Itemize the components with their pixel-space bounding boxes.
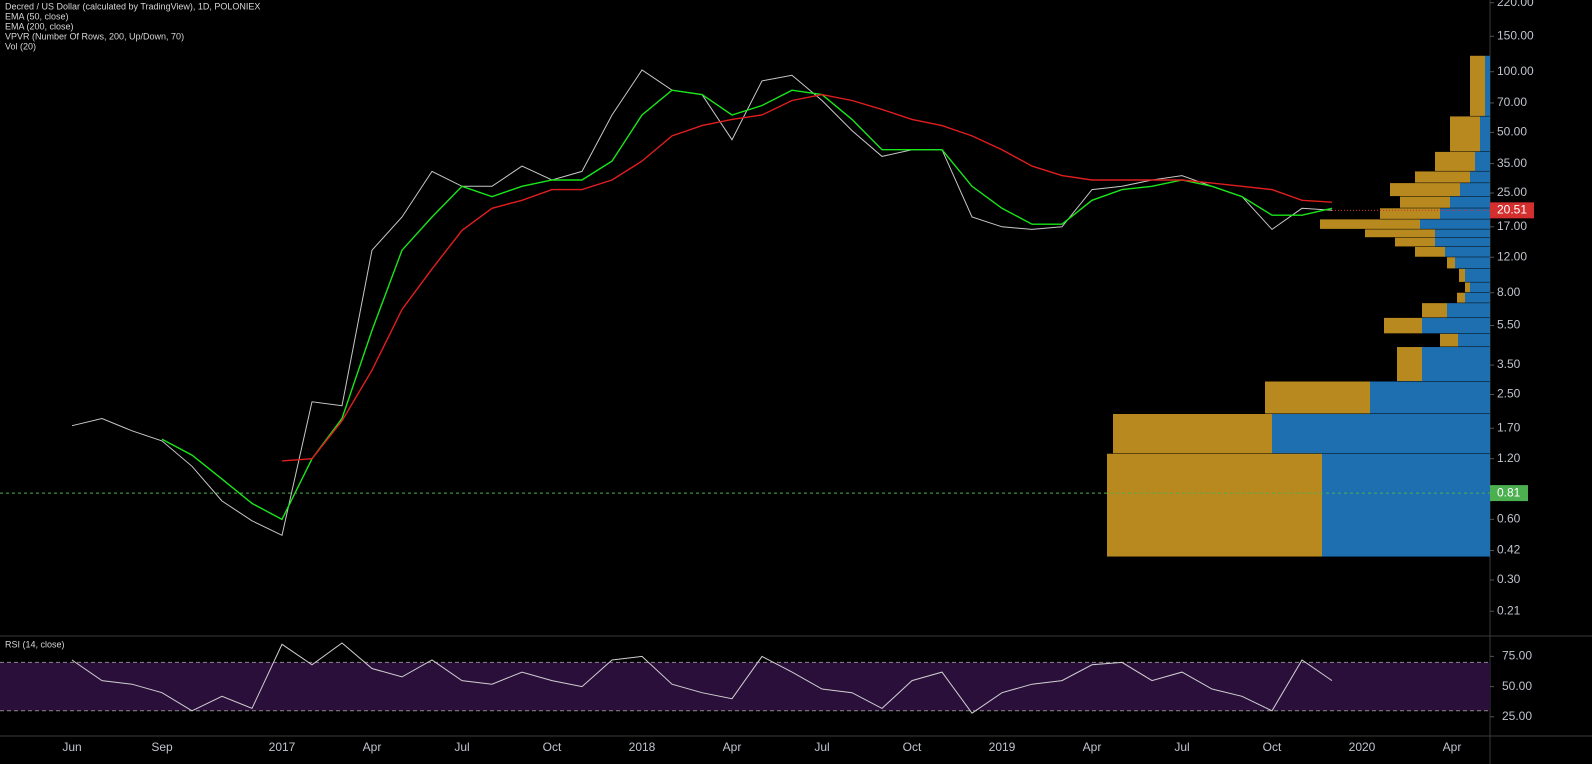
legend-rsi: RSI (14, close) [5, 639, 65, 649]
y-tick-label: 50.00 [1502, 679, 1532, 693]
x-tick-label: Apr [1083, 740, 1102, 754]
y-tick-label: 75.00 [1502, 649, 1532, 663]
vp-up [1420, 219, 1490, 229]
vp-up [1460, 183, 1490, 197]
y-tick-label: 3.50 [1497, 357, 1521, 371]
vp-up [1422, 317, 1490, 334]
vp-up [1435, 237, 1490, 247]
x-tick-label: Jul [814, 740, 829, 754]
x-tick-label: Jul [1174, 740, 1189, 754]
vp-down [1450, 116, 1480, 152]
vp-up [1470, 282, 1490, 293]
x-tick-label: Apr [1443, 740, 1462, 754]
y-tick-label: 0.42 [1497, 543, 1521, 557]
vp-down [1415, 246, 1445, 257]
vp-down [1265, 381, 1370, 414]
x-tick-label: Oct [543, 740, 562, 754]
y-tick-label: 0.21 [1497, 603, 1521, 617]
vp-up [1322, 453, 1490, 557]
vp-up [1455, 257, 1490, 269]
x-tick-label: 2020 [1349, 740, 1376, 754]
vp-up [1465, 268, 1490, 282]
vp-down [1459, 268, 1465, 282]
vp-up [1445, 246, 1490, 257]
vp-up [1370, 381, 1490, 414]
y-tick-label: 25.00 [1502, 709, 1532, 723]
vp-up [1470, 171, 1490, 183]
y-tick-label: 12.00 [1497, 249, 1527, 263]
vp-up [1450, 196, 1490, 208]
vp-up [1440, 208, 1490, 219]
legend-ema200: EMA (200, close) [5, 21, 74, 31]
legend-vpvr: VPVR (Number Of Rows, 200, Up/Down, 70) [5, 31, 184, 41]
vp-up [1435, 229, 1490, 238]
last-price-box [1490, 202, 1534, 219]
vp-down [1113, 414, 1272, 454]
legend-symbol: Decred / US Dollar (calculated by Tradin… [5, 1, 260, 11]
y-tick-label: 1.70 [1497, 420, 1521, 434]
y-tick-label: 0.60 [1497, 512, 1521, 526]
last-price-label: 20.51 [1497, 203, 1527, 217]
x-tick-label: 2018 [629, 740, 656, 754]
x-tick-label: Apr [363, 740, 382, 754]
vp-down [1470, 55, 1485, 116]
vp-down [1422, 303, 1447, 318]
marker-label-box [1490, 485, 1528, 502]
vp-down [1447, 257, 1455, 269]
y-tick-label: 0.30 [1497, 572, 1521, 586]
y-tick-label: 2.50 [1497, 387, 1521, 401]
vp-down [1107, 453, 1322, 557]
x-tick-label: Sep [151, 740, 173, 754]
x-tick-label: Oct [903, 740, 922, 754]
y-tick-label: 70.00 [1497, 95, 1527, 109]
vp-up [1458, 333, 1490, 347]
x-tick-label: Apr [723, 740, 742, 754]
vp-down [1395, 237, 1435, 247]
vp-down [1380, 208, 1440, 219]
vp-up [1272, 414, 1490, 454]
vp-down [1435, 151, 1475, 171]
vp-down [1400, 196, 1450, 208]
vp-down [1397, 347, 1422, 382]
legend-ema50: EMA (50, close) [5, 11, 69, 21]
x-tick-label: 2017 [269, 740, 296, 754]
indicator-line [281, 93, 1333, 462]
vp-down [1384, 317, 1422, 334]
y-tick-label: 25.00 [1497, 185, 1527, 199]
vp-up [1447, 303, 1490, 318]
vp-down [1465, 282, 1470, 293]
indicator-line [161, 89, 1333, 521]
y-tick-label: 50.00 [1497, 125, 1527, 139]
vp-up [1485, 55, 1490, 116]
y-tick-label: 100.00 [1497, 64, 1534, 78]
x-tick-label: Oct [1263, 740, 1282, 754]
vp-down [1320, 219, 1420, 229]
x-tick-label: Jul [454, 740, 469, 754]
vp-up [1422, 347, 1490, 382]
y-tick-label: 35.00 [1497, 156, 1527, 170]
vp-up [1480, 116, 1490, 152]
rsi-band [0, 662, 1490, 711]
vp-down [1440, 333, 1458, 347]
vp-down [1415, 171, 1470, 183]
price-line [71, 642, 1333, 714]
vp-up [1465, 292, 1490, 303]
vp-down [1457, 292, 1465, 303]
y-tick-label: 150.00 [1497, 28, 1534, 42]
x-tick-label: 2019 [989, 740, 1016, 754]
vp-down [1390, 183, 1460, 197]
marker-label: 0.81 [1497, 485, 1521, 499]
y-tick-label: 8.00 [1497, 285, 1521, 299]
x-tick-label: Jun [62, 740, 81, 754]
y-tick-label: 5.50 [1497, 318, 1521, 332]
legend-volume: Vol (20) [5, 41, 36, 51]
vp-down [1365, 229, 1435, 238]
y-tick-label: 220.00 [1497, 0, 1534, 9]
y-tick-label: 17.00 [1497, 219, 1527, 233]
vp-up [1475, 151, 1490, 171]
y-tick-label: 1.20 [1497, 451, 1521, 465]
